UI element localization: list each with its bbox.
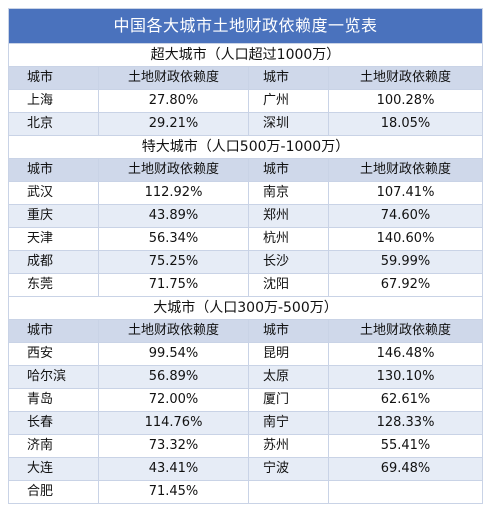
header-city: 城市 <box>9 67 99 89</box>
dependency-value: 67.92% <box>380 277 431 292</box>
dependency-value: 71.45% <box>99 481 249 503</box>
header-ratio: 土地财政依赖度 <box>359 70 451 85</box>
table-row: 大连 43.41% 宁波 69.48% <box>9 457 482 480</box>
table-row: 东莞 71.75% 沈阳 67.92% <box>9 273 482 296</box>
city-name: 青岛 <box>9 389 99 411</box>
city-name: 南宁 <box>249 412 329 434</box>
dependency-value: 69.48% <box>380 461 431 476</box>
land-finance-table: 中国各大城市土地财政依赖度一览表 超大城市（人口超过1000万） 城市 土地财政依赖… <box>8 8 483 504</box>
header-ratio: 土地财政依赖度 <box>99 320 249 342</box>
city-name: 东莞 <box>9 274 99 296</box>
dependency-value: 100.28% <box>376 93 435 108</box>
dependency-value: 130.10% <box>376 369 435 384</box>
dependency-value <box>329 481 482 503</box>
header-city: 城市 <box>249 159 329 181</box>
dependency-value: 75.25% <box>99 251 249 273</box>
city-name: 哈尔滨 <box>9 366 99 388</box>
dependency-value: 107.41% <box>376 185 435 200</box>
header-city: 城市 <box>9 320 99 342</box>
dependency-value: 43.41% <box>99 458 249 480</box>
table-row: 西安 99.54% 昆明 146.48% <box>9 342 482 365</box>
city-name: 郑州 <box>249 205 329 227</box>
table-header-row: 城市 土地财政依赖度 城市 土地财政依赖度 <box>9 319 482 342</box>
header-ratio: 土地财政依赖度 <box>99 67 249 89</box>
city-name: 济南 <box>9 435 99 457</box>
dependency-value: 114.76% <box>99 412 249 434</box>
table-row: 合肥 71.45% <box>9 480 482 503</box>
city-name: 南京 <box>249 182 329 204</box>
table-row: 哈尔滨 56.89% 太原 130.10% <box>9 365 482 388</box>
city-name: 成都 <box>9 251 99 273</box>
city-name: 深圳 <box>249 113 329 135</box>
table-title: 中国各大城市土地财政依赖度一览表 <box>9 9 482 43</box>
header-city: 城市 <box>249 67 329 89</box>
city-name: 天津 <box>9 228 99 250</box>
city-name: 杭州 <box>249 228 329 250</box>
dependency-value: 55.41% <box>380 438 431 453</box>
dependency-value: 74.60% <box>380 208 431 223</box>
dependency-value: 56.34% <box>99 228 249 250</box>
header-ratio: 土地财政依赖度 <box>359 323 451 338</box>
city-name: 昆明 <box>249 343 329 365</box>
dependency-value: 43.89% <box>99 205 249 227</box>
city-name: 长春 <box>9 412 99 434</box>
table-row: 长春 114.76% 南宁 128.33% <box>9 411 482 434</box>
dependency-value: 73.32% <box>99 435 249 457</box>
dependency-value: 99.54% <box>99 343 249 365</box>
city-name: 北京 <box>9 113 99 135</box>
section-title: 大城市（人口300万-500万） <box>9 296 482 319</box>
header-ratio: 土地财政依赖度 <box>99 159 249 181</box>
section-title: 超大城市（人口超过1000万） <box>9 43 482 66</box>
dependency-value: 29.21% <box>99 113 249 135</box>
table-header-row: 城市 土地财政依赖度 城市 土地财政依赖度 <box>9 158 482 181</box>
city-name: 重庆 <box>9 205 99 227</box>
dependency-value: 59.99% <box>380 254 431 269</box>
table-row: 济南 73.32% 苏州 55.41% <box>9 434 482 457</box>
dependency-value: 72.00% <box>99 389 249 411</box>
dependency-value: 27.80% <box>99 90 249 112</box>
table-row: 天津 56.34% 杭州 140.60% <box>9 227 482 250</box>
dependency-value: 18.05% <box>380 116 431 131</box>
dependency-value: 112.92% <box>99 182 249 204</box>
table-row: 武汉 112.92% 南京 107.41% <box>9 181 482 204</box>
city-name <box>249 481 329 503</box>
table-row: 青岛 72.00% 厦门 62.61% <box>9 388 482 411</box>
table-row: 重庆 43.89% 郑州 74.60% <box>9 204 482 227</box>
city-name: 太原 <box>249 366 329 388</box>
table-body: 超大城市（人口超过1000万） 城市 土地财政依赖度 城市 土地财政依赖度 上海 27.80… <box>9 43 482 503</box>
city-name: 大连 <box>9 458 99 480</box>
city-name: 上海 <box>9 90 99 112</box>
header-city: 城市 <box>249 320 329 342</box>
header-ratio: 土地财政依赖度 <box>359 162 451 177</box>
table-row: 成都 75.25% 长沙 59.99% <box>9 250 482 273</box>
city-name: 合肥 <box>9 481 99 503</box>
dependency-value: 146.48% <box>376 346 435 361</box>
city-name: 苏州 <box>249 435 329 457</box>
city-name: 武汉 <box>9 182 99 204</box>
header-city: 城市 <box>9 159 99 181</box>
city-name: 沈阳 <box>249 274 329 296</box>
city-name: 长沙 <box>249 251 329 273</box>
dependency-value: 62.61% <box>380 392 431 407</box>
city-name: 宁波 <box>249 458 329 480</box>
dependency-value: 128.33% <box>376 415 435 430</box>
table-row: 北京 29.21% 深圳 18.05% <box>9 112 482 135</box>
section-title: 特大城市（人口500万-1000万） <box>9 135 482 158</box>
table-header-row: 城市 土地财政依赖度 城市 土地财政依赖度 <box>9 66 482 89</box>
city-name: 广州 <box>249 90 329 112</box>
city-name: 西安 <box>9 343 99 365</box>
dependency-value: 56.89% <box>99 366 249 388</box>
dependency-value: 140.60% <box>376 231 435 246</box>
city-name: 厦门 <box>249 389 329 411</box>
table-row: 上海 27.80% 广州 100.28% <box>9 89 482 112</box>
dependency-value: 71.75% <box>99 274 249 296</box>
